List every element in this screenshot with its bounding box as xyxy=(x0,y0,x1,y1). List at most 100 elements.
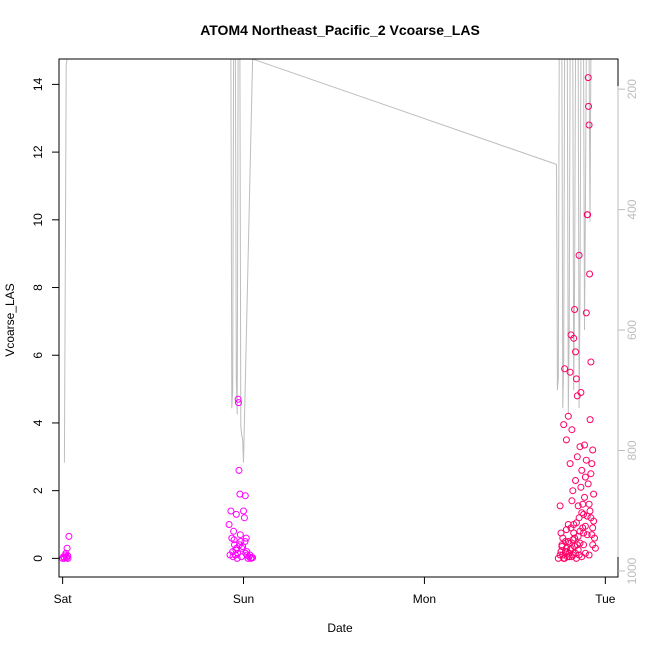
y2-tick-label: 400 xyxy=(625,199,639,219)
data-point xyxy=(241,492,249,500)
data-point xyxy=(558,541,566,549)
data-point xyxy=(590,517,598,525)
pressure-line xyxy=(63,58,592,463)
data-point xyxy=(237,553,245,561)
data-points xyxy=(59,74,599,562)
data-point xyxy=(587,358,595,366)
x-axis-label: Date xyxy=(327,621,353,635)
data-point xyxy=(564,538,572,545)
data-point xyxy=(582,456,590,464)
data-point xyxy=(581,549,589,557)
data-point xyxy=(64,552,72,560)
data-point xyxy=(556,502,564,510)
data-point xyxy=(231,541,238,549)
data-point xyxy=(589,446,597,454)
x-tick-label: Tue xyxy=(595,592,616,606)
data-point xyxy=(566,546,574,554)
data-point xyxy=(575,251,583,259)
y-tick-label: 12 xyxy=(31,145,45,159)
data-point xyxy=(561,554,569,562)
plot-frame xyxy=(58,58,619,578)
data-point xyxy=(585,121,593,129)
data-point xyxy=(584,211,592,219)
y2-axis: 200 400 600 800 1000 xyxy=(617,79,639,584)
data-point xyxy=(576,443,584,451)
x-tick-label: Sun xyxy=(233,592,254,606)
data-point xyxy=(573,453,581,461)
y2-tick-label: 600 xyxy=(625,320,639,340)
chart-title: ATOM4 Northeast_Pacific_2 Vcoarse_LAS xyxy=(200,22,480,38)
data-point xyxy=(63,544,71,552)
data-point xyxy=(230,527,238,535)
data-point xyxy=(230,536,238,544)
data-point xyxy=(559,534,567,542)
y-tick-label: 0 xyxy=(31,555,45,562)
data-point xyxy=(585,500,593,508)
data-point xyxy=(586,270,594,278)
data-point xyxy=(582,309,590,317)
data-point xyxy=(240,514,248,522)
data-point xyxy=(236,531,244,539)
data-point xyxy=(566,460,574,468)
y-axis-label: Vcoarse_LAS xyxy=(3,283,17,356)
data-point xyxy=(561,365,569,373)
data-point xyxy=(562,436,570,444)
data-point xyxy=(568,426,576,434)
data-point xyxy=(562,526,570,534)
data-point xyxy=(583,512,591,520)
data-point xyxy=(572,348,579,356)
data-point xyxy=(580,541,588,549)
data-point xyxy=(572,477,579,484)
data-point xyxy=(557,548,565,556)
data-point xyxy=(586,416,594,424)
pressure-line-group xyxy=(63,58,592,463)
data-point xyxy=(589,541,597,549)
x-tick-label: Sat xyxy=(54,592,73,606)
data-point xyxy=(580,529,588,537)
data-point xyxy=(229,553,237,561)
data-point xyxy=(564,412,572,420)
data-point xyxy=(568,497,576,505)
data-point xyxy=(571,534,579,542)
data-point xyxy=(570,529,578,537)
data-point xyxy=(581,522,589,530)
data-point xyxy=(235,399,242,407)
data-point xyxy=(233,544,241,552)
data-point xyxy=(580,510,588,518)
y-tick-label: 2 xyxy=(31,487,45,494)
data-point xyxy=(574,532,582,540)
data-point xyxy=(588,460,596,468)
data-point xyxy=(589,524,597,532)
data-point xyxy=(573,541,581,549)
data-point xyxy=(587,470,595,478)
data-point xyxy=(232,510,240,518)
data-point xyxy=(235,466,243,474)
y-tick-label: 14 xyxy=(31,77,45,91)
data-point xyxy=(233,554,241,562)
x-tick-label: Mon xyxy=(413,592,436,606)
y-tick-label: 4 xyxy=(31,419,45,426)
data-point xyxy=(583,531,591,539)
data-point xyxy=(242,549,250,557)
data-point xyxy=(572,519,580,527)
data-point xyxy=(585,102,592,110)
y2-tick-label: 1000 xyxy=(625,557,639,584)
y2-tick-label: 800 xyxy=(625,440,639,460)
data-point xyxy=(572,549,579,557)
x-axis: Sat Sun Mon Tue xyxy=(54,576,616,606)
y-tick-label: 10 xyxy=(31,213,45,227)
data-point xyxy=(578,466,586,474)
y-tick-label: 6 xyxy=(31,352,45,359)
data-point xyxy=(590,490,598,498)
data-point xyxy=(234,395,242,403)
data-point xyxy=(578,509,586,517)
data-point xyxy=(225,521,233,528)
data-point xyxy=(581,441,588,449)
data-point xyxy=(242,534,250,542)
data-point xyxy=(577,483,585,491)
data-point xyxy=(248,553,256,561)
y-axis: 0 2 4 6 8 10 12 14 xyxy=(31,77,60,562)
data-point xyxy=(584,74,592,82)
data-point xyxy=(574,502,582,510)
